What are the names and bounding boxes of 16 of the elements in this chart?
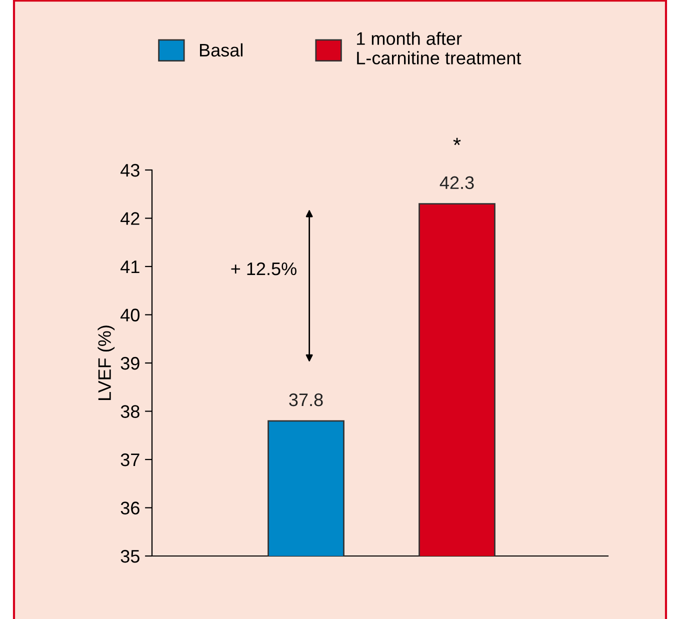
legend-label: 1 month after L-carnitine treatment xyxy=(357,32,522,64)
y-tick-label: 40 xyxy=(120,308,140,322)
annotation: + 12.5% xyxy=(231,262,296,276)
y-axis-title: LVEF (%) xyxy=(98,326,115,400)
y-tick-label: 42 xyxy=(120,212,140,225)
y-tick-label: 36 xyxy=(120,502,140,514)
y-tick-label: 38 xyxy=(120,405,140,418)
y-tick-label: 39 xyxy=(120,356,140,370)
y-tick-label: 35 xyxy=(120,550,140,563)
y-tick-label: 43 xyxy=(120,164,140,177)
legend-label: Basal xyxy=(200,43,242,57)
y-tick-label: 41 xyxy=(120,260,140,274)
data-label: 37.8 xyxy=(289,393,323,406)
data-label: 42.3 xyxy=(440,176,474,190)
text: * xyxy=(453,138,461,146)
y-tick-label: 37 xyxy=(120,453,140,466)
